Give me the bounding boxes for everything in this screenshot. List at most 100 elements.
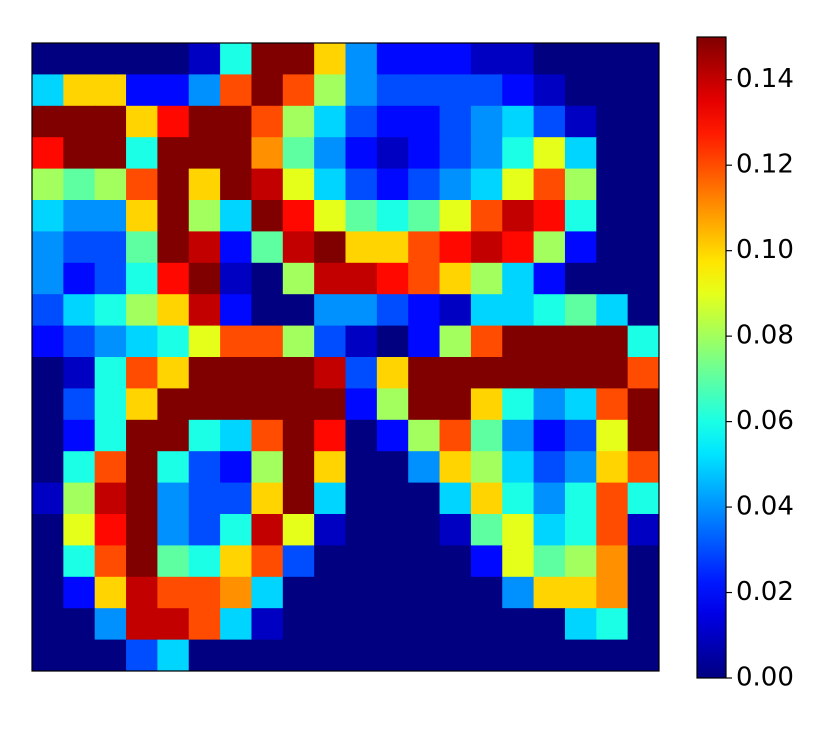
- heatmap-cell: [126, 639, 158, 672]
- colorbar-tick-label: 0.10: [736, 235, 794, 265]
- heatmap-cell: [439, 43, 472, 75]
- heatmap-cell: [63, 262, 96, 295]
- heatmap-cell: [596, 576, 629, 609]
- heatmap-cell: [564, 105, 597, 138]
- heatmap-cell: [470, 545, 503, 578]
- heatmap-cell: [564, 451, 597, 484]
- heatmap-cell: [345, 325, 378, 358]
- heatmap-cell: [627, 419, 660, 452]
- heatmap-cell: [439, 74, 472, 107]
- heatmap-cell: [157, 105, 190, 138]
- heatmap-cell: [63, 482, 96, 515]
- heatmap-cell: [502, 168, 535, 201]
- heatmap-cell: [220, 514, 252, 546]
- heatmap-cell: [282, 294, 315, 327]
- heatmap-cell: [564, 168, 597, 201]
- heatmap-cell: [564, 388, 597, 421]
- heatmap-cell: [502, 514, 535, 546]
- heatmap-cell: [502, 74, 535, 107]
- heatmap-cell: [439, 294, 472, 327]
- heatmap-cell: [188, 514, 221, 546]
- heatmap-cell: [188, 231, 221, 264]
- heatmap-cell: [314, 639, 346, 672]
- heatmap-cell: [220, 388, 252, 421]
- heatmap-cell: [188, 325, 221, 358]
- heatmap-cell: [345, 74, 378, 107]
- heatmap-cell: [94, 325, 127, 358]
- heatmap-cell: [345, 419, 378, 452]
- heatmap-cell: [470, 325, 503, 358]
- heatmap-cell: [32, 262, 64, 295]
- heatmap-cell: [470, 388, 503, 421]
- heatmap-cell: [63, 608, 96, 641]
- heatmap-cell: [188, 576, 221, 609]
- heatmap-cell: [63, 419, 96, 452]
- heatmap-cell: [533, 388, 566, 421]
- heatmap-cell: [627, 43, 660, 75]
- heatmap-cell: [282, 231, 315, 264]
- heatmap-cell: [314, 545, 346, 578]
- plot-frame: [31, 42, 660, 672]
- heatmap-cell: [596, 451, 629, 484]
- heatmap-cell: [596, 357, 629, 389]
- heatmap-cell: [533, 576, 566, 609]
- heatmap-cell: [345, 262, 378, 295]
- heatmap-cell: [94, 357, 127, 389]
- heatmap-cell: [408, 545, 441, 578]
- heatmap-cell: [439, 639, 472, 672]
- heatmap-cell: [345, 137, 378, 170]
- heatmap-cell: [157, 325, 190, 358]
- heatmap-cell: [439, 325, 472, 358]
- heatmap-cell: [188, 419, 221, 452]
- heatmap-cell: [439, 200, 472, 232]
- heatmap-cell: [220, 325, 252, 358]
- heatmap-cell: [376, 482, 409, 515]
- heatmap-cell: [94, 231, 127, 264]
- heatmap-cell: [314, 168, 346, 201]
- heatmap-cell: [220, 74, 252, 107]
- heatmap-cell: [188, 74, 221, 107]
- heatmap-cell: [157, 608, 190, 641]
- heatmap-cell: [439, 137, 472, 170]
- heatmap-cell: [345, 200, 378, 232]
- heatmap-cell: [596, 137, 629, 170]
- heatmap-cell: [126, 74, 158, 107]
- heatmap-cell: [596, 105, 629, 138]
- heatmap-cell: [564, 639, 597, 672]
- heatmap-cell: [63, 545, 96, 578]
- heatmap-cell: [502, 545, 535, 578]
- heatmap-cell: [126, 451, 158, 484]
- heatmap-cell: [94, 105, 127, 138]
- heatmap-cell: [564, 325, 597, 358]
- heatmap-cell: [63, 294, 96, 327]
- heatmap-cell: [376, 74, 409, 107]
- heatmap-cell: [376, 357, 409, 389]
- heatmap-cell: [220, 451, 252, 484]
- heatmap-cell: [314, 43, 346, 75]
- heatmap-cell: [627, 262, 660, 295]
- heatmap-cell: [188, 105, 221, 138]
- heatmap-cell: [314, 262, 346, 295]
- heatmap-cell: [596, 43, 629, 75]
- heatmap-cell: [188, 262, 221, 295]
- heatmap-cell: [157, 137, 190, 170]
- heatmap-cell: [314, 576, 346, 609]
- heatmap-cell: [533, 419, 566, 452]
- heatmap-cell: [188, 43, 221, 75]
- heatmap-cell: [282, 608, 315, 641]
- heatmap-cell: [94, 74, 127, 107]
- colorbar-tick-label: 0.00: [736, 663, 794, 693]
- heatmap-cell: [188, 357, 221, 389]
- heatmap-cell: [220, 200, 252, 232]
- heatmap-cell: [126, 43, 158, 75]
- heatmap-cell: [502, 419, 535, 452]
- heatmap-cell: [94, 388, 127, 421]
- heatmap-cell: [376, 514, 409, 546]
- heatmap-cell: [564, 43, 597, 75]
- heatmap-cell: [157, 231, 190, 264]
- heatmap-cell: [126, 294, 158, 327]
- heatmap-cell: [627, 231, 660, 264]
- heatmap-cell: [533, 451, 566, 484]
- heatmap-cell: [345, 105, 378, 138]
- heatmap-cell: [220, 608, 252, 641]
